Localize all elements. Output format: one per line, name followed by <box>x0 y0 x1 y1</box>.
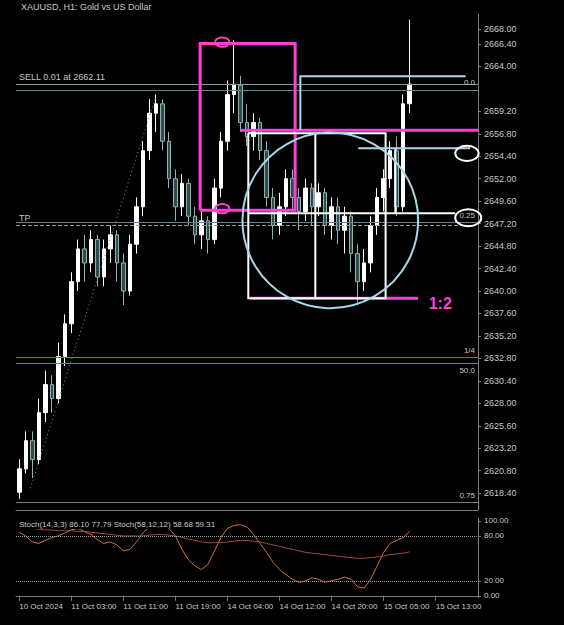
svg-text:TP: TP <box>19 213 31 223</box>
svg-text:2625.60: 2625.60 <box>484 421 517 431</box>
svg-text:2668.00: 2668.00 <box>484 24 517 34</box>
svg-text:15 Oct 13:00: 15 Oct 13:00 <box>436 602 482 611</box>
svg-text:11 Oct 19:00: 11 Oct 19:00 <box>175 602 221 611</box>
svg-text:2649.60: 2649.60 <box>484 196 517 206</box>
svg-text:2652.00: 2652.00 <box>484 174 517 184</box>
svg-text:2635.20: 2635.20 <box>484 331 517 341</box>
svg-text:2640.00: 2640.00 <box>484 286 517 296</box>
svg-text:2618.40: 2618.40 <box>484 488 517 498</box>
svg-text:100.00: 100.00 <box>484 516 509 525</box>
svg-text:2632.80: 2632.80 <box>484 353 517 363</box>
svg-text:2628.00: 2628.00 <box>484 398 517 408</box>
svg-text:2644.80: 2644.80 <box>484 241 517 251</box>
svg-text:2642.40: 2642.40 <box>484 264 517 274</box>
svg-text:11 Oct 03:00: 11 Oct 03:00 <box>71 602 117 611</box>
svg-text:2647.20: 2647.20 <box>484 219 517 229</box>
svg-text:2664.00: 2664.00 <box>484 61 517 71</box>
svg-text:50.0: 50.0 <box>459 366 475 375</box>
svg-text:14 Oct 12:00: 14 Oct 12:00 <box>280 602 326 611</box>
svg-text:20.00: 20.00 <box>484 576 505 585</box>
svg-text:10 Oct 2024: 10 Oct 2024 <box>19 602 63 611</box>
svg-text:SELL 0.01 at 2662.11: SELL 0.01 at 2662.11 <box>19 72 105 82</box>
svg-text:0.0: 0.0 <box>464 78 476 87</box>
svg-text:14 Oct 04:00: 14 Oct 04:00 <box>227 602 273 611</box>
svg-text:1/4: 1/4 <box>464 346 476 355</box>
svg-text:2630.40: 2630.40 <box>484 376 517 386</box>
svg-text:2662.11: 2662.11 <box>485 79 517 89</box>
svg-text:0.75: 0.75 <box>459 491 475 500</box>
svg-text:2666.40: 2666.40 <box>484 39 517 49</box>
svg-text:XAUUSD, H1: Gold vs US Dollar: XAUUSD, H1: Gold vs US Dollar <box>21 2 152 12</box>
svg-text:1:2: 1:2 <box>429 295 452 312</box>
svg-text:0.00: 0.00 <box>484 591 500 600</box>
svg-text:2623.20: 2623.20 <box>484 443 517 453</box>
svg-text:11 Oct 11:00: 11 Oct 11:00 <box>123 602 168 611</box>
svg-text:2637.60: 2637.60 <box>484 308 517 318</box>
svg-text:2620.80: 2620.80 <box>484 466 517 476</box>
svg-text:2659.20: 2659.20 <box>484 106 517 116</box>
svg-text:0.25: 0.25 <box>459 211 475 220</box>
svg-text:2656.80: 2656.80 <box>484 129 517 139</box>
svg-text:15 Oct 05:00: 15 Oct 05:00 <box>384 602 430 611</box>
svg-text:Stoch(14,3,3) 86.10 77.79 Stoc: Stoch(14,3,3) 86.10 77.79 Stoch(58,12,12… <box>19 520 216 529</box>
svg-text:2654.40: 2654.40 <box>484 151 517 161</box>
svg-text:14 Oct 20:00: 14 Oct 20:00 <box>332 602 378 611</box>
svg-text:80.00: 80.00 <box>484 531 505 540</box>
